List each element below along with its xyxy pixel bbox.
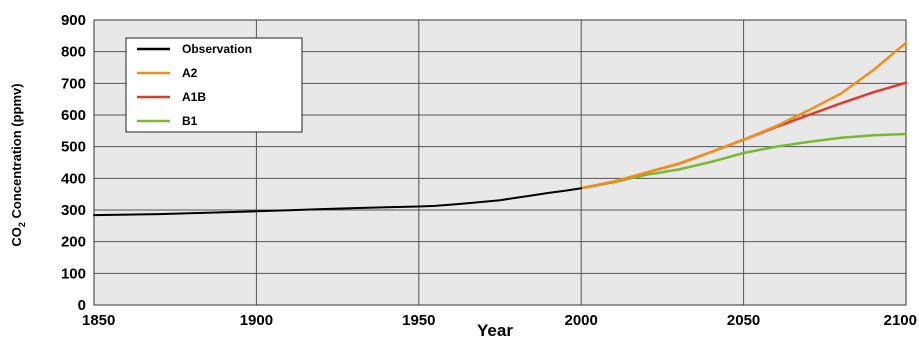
y-tick-label: 0 [78, 297, 86, 314]
x-tick-label: 1950 [402, 312, 435, 329]
x-tick-labels: 1850 1900 1950 2000 2050 2100 [82, 312, 917, 329]
x-tick-label: 2100 [884, 312, 917, 329]
legend-label-b1: B1 [182, 114, 198, 128]
x-tick-label: 2050 [727, 312, 760, 329]
legend-box [125, 37, 303, 133]
y-tick-label: 400 [61, 170, 86, 187]
y-tick-label: 300 [61, 202, 86, 219]
x-tick-label: 2000 [565, 312, 598, 329]
series-line-observation [93, 187, 583, 217]
legend: Observation A2 A1B B1 [125, 37, 303, 133]
y-axis-title-co: CO [9, 227, 24, 247]
y-tick-label: 600 [61, 107, 86, 124]
y-tick-label: 800 [61, 44, 86, 61]
series-line-a2 [579, 41, 908, 190]
x-tick-label: 1900 [240, 312, 273, 329]
y-tick-label: 700 [61, 75, 86, 92]
x-axis-title: Year [477, 321, 513, 337]
series-layer [93, 41, 908, 217]
y-axis-title: CO2 Concentration (ppmv) [9, 83, 27, 246]
y-tick-label: 200 [61, 234, 86, 251]
legend-label-observation: Observation [182, 42, 252, 56]
plot-frame [93, 19, 907, 306]
series-line-b1 [579, 132, 908, 190]
legend-items: Observation A2 A1B B1 [137, 42, 252, 128]
y-tick-label: 500 [61, 139, 86, 156]
y-axis-title-subscript: 2 [17, 222, 27, 227]
legend-label-a1b: A1B [182, 90, 206, 104]
x-tick-label: 1850 [82, 312, 115, 329]
y-tick-label: 100 [61, 265, 86, 282]
y-tick-label: 900 [61, 12, 86, 29]
y-axis-title-rest: Concentration (ppmv) [9, 83, 24, 222]
legend-label-a2: A2 [182, 66, 198, 80]
y-tick-labels: 0 100 200 300 400 500 600 700 800 900 [61, 12, 86, 314]
